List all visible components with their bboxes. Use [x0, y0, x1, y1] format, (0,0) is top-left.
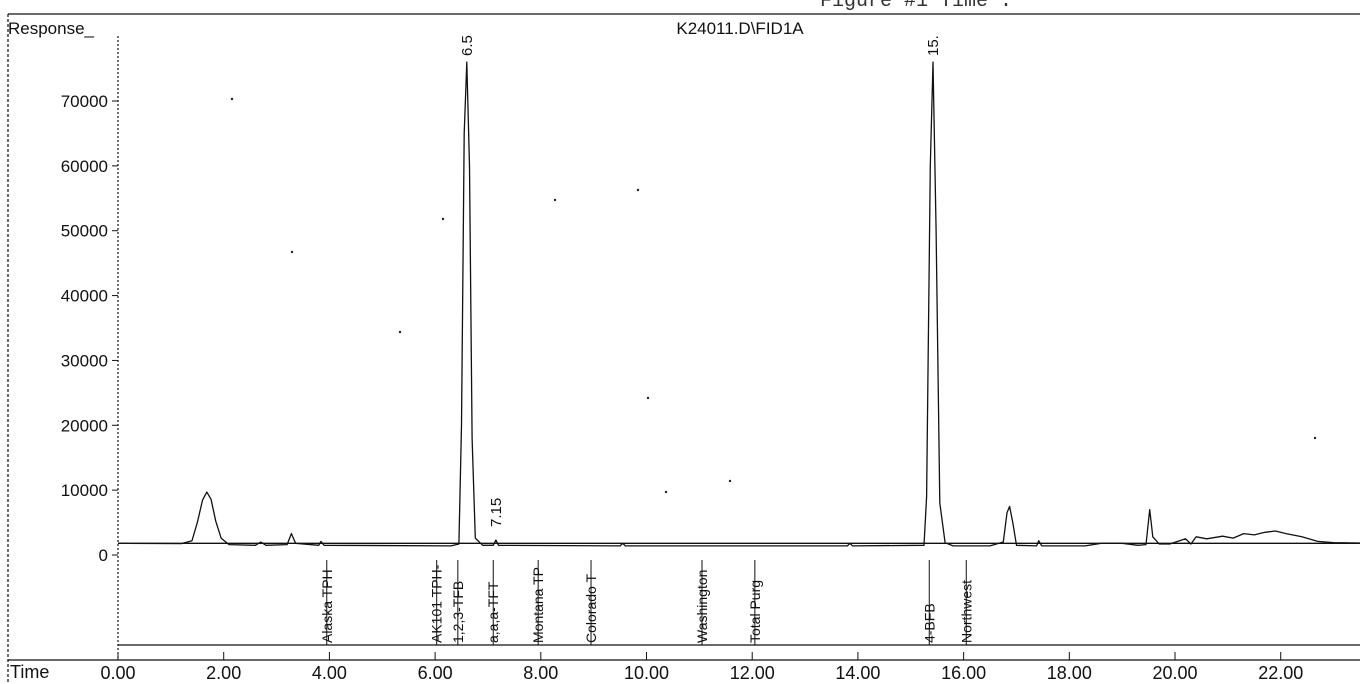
x-tick-label: 14.00: [835, 663, 880, 683]
x-tick-label: 4.00: [312, 663, 347, 683]
window-label: 1,2,3-TFB: [450, 581, 466, 643]
y-tick-label: 0: [99, 546, 108, 565]
x-axis-label: Time: [10, 662, 49, 682]
window-label: Northwest: [958, 580, 974, 643]
peak-label-group: 6.5 7.15 15.: [459, 35, 942, 527]
speck: [441, 217, 445, 221]
speck: [636, 188, 640, 192]
window-label-group: Alaska TPH AK101 TPH- 1,2,3-TFB a,a,a-TFT Mo…: [319, 560, 974, 645]
window-label: Total Purg: [747, 580, 763, 643]
peak-label: 7.15: [488, 498, 505, 527]
window-label: a,a,a-TFT: [485, 581, 501, 643]
header-fragment: Figure #1 Time :: [820, 0, 1013, 13]
series-line: [117, 61, 1361, 547]
y-tick-label: 30000: [61, 351, 108, 370]
y-tick-label: 40000: [61, 287, 108, 306]
x-tick-label: 6.00: [418, 663, 453, 683]
speck: [728, 479, 732, 483]
window-label: Montana TP: [530, 567, 546, 643]
x-tick-label: 10.00: [624, 663, 669, 683]
window-label: AK101 TPH-: [429, 564, 445, 643]
x-tick-label: 2.00: [206, 663, 241, 683]
y-tick-label: 60000: [61, 157, 108, 176]
speck: [664, 490, 668, 494]
speck: [398, 330, 402, 334]
y-tick-label: 10000: [61, 481, 108, 500]
peak-label: 15.: [925, 35, 942, 56]
x-tick-label: 20.00: [1152, 663, 1197, 683]
scan-specks: [230, 97, 1317, 494]
y-tick-label: 20000: [61, 416, 108, 435]
frame: [7, 13, 1360, 684]
x-tick-label: 22.00: [1258, 663, 1303, 683]
y-axis-label: Response_: [8, 19, 95, 38]
window-label: Alaska TPH: [319, 569, 335, 643]
window-label: 4-BFB: [921, 603, 937, 643]
x-tick-label: 16.00: [941, 663, 986, 683]
x-tick-group: 0.00 2.00 4.00 6.00 8.00 10.00 12.00 14.00 16.00…: [100, 652, 1303, 683]
trace-group: [117, 61, 1361, 547]
peak-label: 6.5: [459, 35, 476, 56]
x-tick-label: 0.00: [100, 663, 135, 683]
speck: [230, 97, 234, 101]
y-tick-label: 50000: [61, 222, 108, 241]
speck: [1313, 436, 1317, 440]
speck: [646, 396, 650, 400]
speck: [290, 250, 294, 254]
y-tick-group: 0 10000 20000 30000 40000 50000 60000 70000: [61, 92, 118, 565]
x-tick-label: 8.00: [523, 663, 558, 683]
x-tick-label: 18.00: [1047, 663, 1092, 683]
chart-title: K24011.D\FID1A: [676, 19, 804, 38]
speck: [553, 198, 557, 202]
window-label: Washington: [694, 570, 710, 643]
y-tick-label: 70000: [61, 92, 108, 111]
x-tick-label: 12.00: [730, 663, 775, 683]
window-label: Colorado T: [583, 574, 599, 643]
